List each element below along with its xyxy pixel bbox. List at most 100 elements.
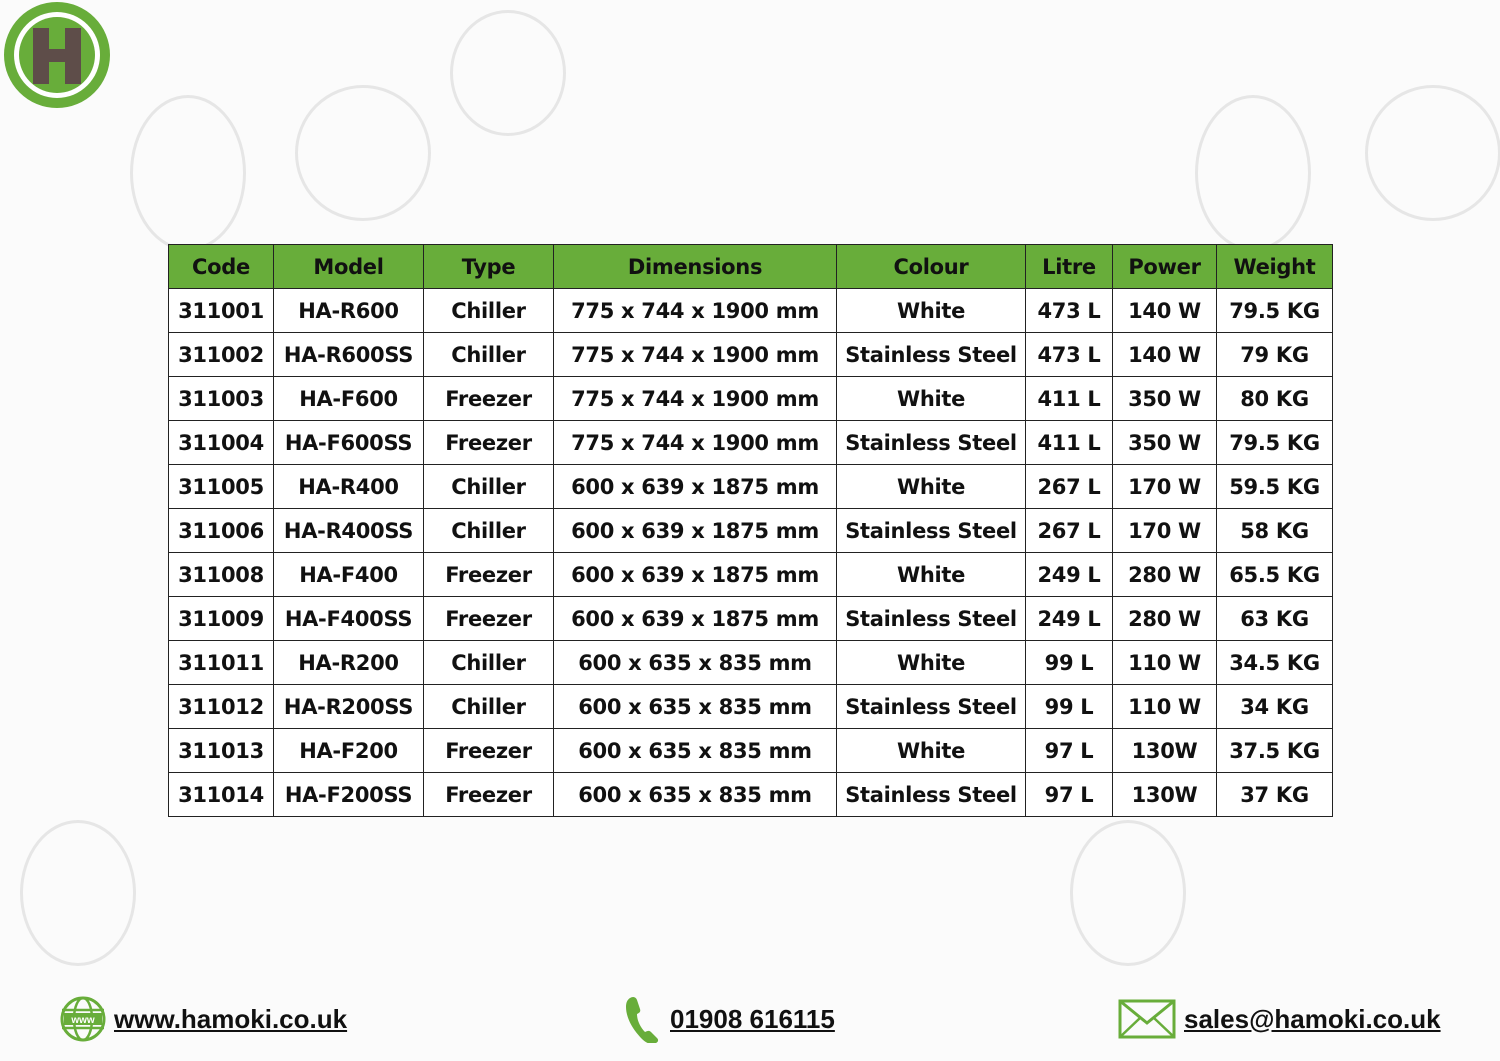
cell-code: 311003: [168, 376, 274, 421]
cell-type: Freezer: [423, 376, 554, 421]
cell-model: HA-F600SS: [273, 420, 424, 465]
table-row: 311008 HA-F400 Freezer 600 x 639 x 1875 mm W…: [168, 552, 1333, 597]
cell-colour: Stainless Steel: [836, 508, 1026, 553]
footer-website: www www.hamoki.co.uk: [60, 996, 347, 1042]
cell-litre: 249 L: [1025, 596, 1113, 641]
steak-doodle-icon: [130, 95, 246, 251]
cell-litre: 97 L: [1025, 772, 1113, 817]
cell-litre: 249 L: [1025, 552, 1113, 597]
phone-icon: [626, 996, 659, 1043]
table-row: 311006 HA-R400SS Chiller 600 x 639 x 1875 m…: [168, 508, 1333, 553]
column-header-litre: Litre: [1025, 244, 1113, 289]
cell-type: Chiller: [423, 464, 554, 509]
cell-weight: 79 KG: [1216, 332, 1333, 377]
cell-power: 130W: [1112, 728, 1217, 773]
cell-code: 311005: [168, 464, 274, 509]
cell-colour: White: [836, 376, 1026, 421]
cell-weight: 79.5 KG: [1216, 420, 1333, 465]
table-row: 311014 HA-F200SS Freezer 600 x 635 x 835 mm…: [168, 772, 1333, 817]
cell-colour: Stainless Steel: [836, 772, 1026, 817]
cell-dimensions: 775 x 744 x 1900 mm: [553, 420, 837, 465]
cell-weight: 65.5 KG: [1216, 552, 1333, 597]
cell-power: 140 W: [1112, 288, 1217, 333]
cell-colour: Stainless Steel: [836, 596, 1026, 641]
cell-litre: 267 L: [1025, 508, 1113, 553]
cell-power: 110 W: [1112, 640, 1217, 685]
globe-icon: www: [60, 996, 106, 1042]
table-header-row: Code Model Type Dimensions Colour Litre Power W…: [168, 244, 1333, 289]
cell-model: HA-R600: [273, 288, 424, 333]
cell-power: 280 W: [1112, 596, 1217, 641]
footer-phone: 01908 616115: [622, 996, 835, 1043]
cell-dimensions: 600 x 639 x 1875 mm: [553, 508, 837, 553]
column-header-code: Code: [168, 244, 274, 289]
cell-type: Chiller: [423, 508, 554, 553]
product-spec-table: Code Model Type Dimensions Colour Litre Power W…: [168, 244, 1333, 817]
table-row: 311013 HA-F200 Freezer 600 x 635 x 835 mm Wh…: [168, 728, 1333, 773]
cell-dimensions: 775 x 744 x 1900 mm: [553, 332, 837, 377]
table-row: 311004 HA-F600SS Freezer 775 x 744 x 1900 m…: [168, 420, 1333, 465]
cell-colour: White: [836, 640, 1026, 685]
cell-type: Freezer: [423, 772, 554, 817]
cell-code: 311001: [168, 288, 274, 333]
cell-power: 170 W: [1112, 508, 1217, 553]
table-row: 311005 HA-R400 Chiller 600 x 639 x 1875 mm W…: [168, 464, 1333, 509]
cell-dimensions: 600 x 635 x 835 mm: [553, 640, 837, 685]
cell-litre: 411 L: [1025, 376, 1113, 421]
table-row: 311001 HA-R600 Chiller 775 x 744 x 1900 mm W…: [168, 288, 1333, 333]
cell-type: Freezer: [423, 420, 554, 465]
steak-doodle-icon: [1070, 820, 1186, 966]
cell-code: 311009: [168, 596, 274, 641]
cell-weight: 37 KG: [1216, 772, 1333, 817]
cell-dimensions: 600 x 639 x 1875 mm: [553, 464, 837, 509]
website-link[interactable]: www.hamoki.co.uk: [114, 1003, 348, 1034]
cell-power: 350 W: [1112, 420, 1217, 465]
grapes-doodle-icon: [450, 10, 566, 136]
cell-weight: 79.5 KG: [1216, 288, 1333, 333]
cell-code: 311013: [168, 728, 274, 773]
cell-code: 311011: [168, 640, 274, 685]
cell-litre: 99 L: [1025, 684, 1113, 729]
cell-dimensions: 600 x 635 x 835 mm: [553, 772, 837, 817]
cell-code: 311004: [168, 420, 274, 465]
email-link[interactable]: sales@hamoki.co.uk: [1184, 1003, 1441, 1034]
cell-model: HA-F200SS: [273, 772, 424, 817]
column-header-colour: Colour: [836, 244, 1026, 289]
cell-type: Chiller: [423, 640, 554, 685]
cell-weight: 37.5 KG: [1216, 728, 1333, 773]
cell-code: 311008: [168, 552, 274, 597]
cell-model: HA-R200: [273, 640, 424, 685]
steak-doodle-icon: [1195, 95, 1311, 251]
cell-colour: White: [836, 728, 1026, 773]
envelope-icon: [1118, 999, 1176, 1039]
phone-link[interactable]: 01908 616115: [670, 1003, 835, 1034]
cell-power: 140 W: [1112, 332, 1217, 377]
svg-text:www: www: [70, 1015, 95, 1026]
table-row: 311009 HA-F400SS Freezer 600 x 639 x 1875 m…: [168, 596, 1333, 641]
cell-model: HA-R400SS: [273, 508, 424, 553]
cell-code: 311002: [168, 332, 274, 377]
cell-weight: 80 KG: [1216, 376, 1333, 421]
cell-litre: 97 L: [1025, 728, 1113, 773]
cell-weight: 34.5 KG: [1216, 640, 1333, 685]
cell-power: 110 W: [1112, 684, 1217, 729]
cell-dimensions: 600 x 635 x 835 mm: [553, 728, 837, 773]
cell-power: 130W: [1112, 772, 1217, 817]
cell-type: Chiller: [423, 684, 554, 729]
cell-colour: Stainless Steel: [836, 332, 1026, 377]
cell-weight: 59.5 KG: [1216, 464, 1333, 509]
cell-litre: 99 L: [1025, 640, 1113, 685]
lemon-doodle-icon: [1365, 85, 1500, 221]
cell-litre: 267 L: [1025, 464, 1113, 509]
cell-weight: 58 KG: [1216, 508, 1333, 553]
cell-type: Chiller: [423, 332, 554, 377]
cell-model: HA-R400: [273, 464, 424, 509]
cell-colour: Stainless Steel: [836, 420, 1026, 465]
hamoki-logo: [4, 2, 110, 108]
column-header-dimensions: Dimensions: [553, 244, 837, 289]
cell-dimensions: 775 x 744 x 1900 mm: [553, 376, 837, 421]
cell-type: Chiller: [423, 288, 554, 333]
cell-type: Freezer: [423, 552, 554, 597]
cell-dimensions: 600 x 639 x 1875 mm: [553, 596, 837, 641]
table-row: 311002 HA-R600SS Chiller 775 x 744 x 1900 m…: [168, 332, 1333, 377]
